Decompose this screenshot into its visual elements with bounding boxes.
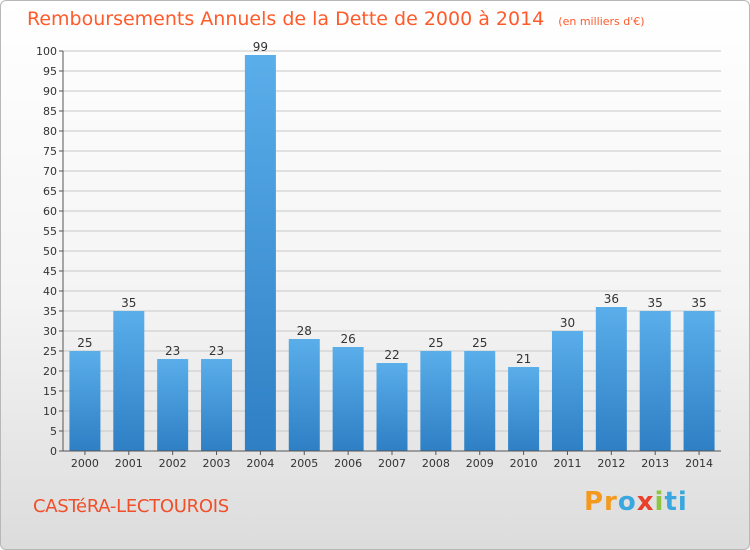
y-tick-label: 20 bbox=[43, 365, 57, 378]
logo-part-5: ti bbox=[664, 487, 688, 517]
bar bbox=[201, 359, 233, 451]
x-tick-label: 2013 bbox=[641, 457, 669, 470]
y-tick-label: 90 bbox=[43, 85, 57, 98]
x-tick-label: 2007 bbox=[378, 457, 406, 470]
x-tick-label: 2009 bbox=[466, 457, 494, 470]
bar bbox=[551, 331, 583, 451]
y-tick-label: 70 bbox=[43, 165, 57, 178]
bar bbox=[464, 351, 496, 451]
y-tick-label: 100 bbox=[36, 45, 57, 58]
value-label: 35 bbox=[121, 296, 136, 310]
bar bbox=[683, 311, 715, 451]
bar bbox=[69, 351, 101, 451]
x-tick-label: 2011 bbox=[553, 457, 581, 470]
y-tick-label: 15 bbox=[43, 385, 57, 398]
value-label: 23 bbox=[209, 344, 224, 358]
y-tick-label: 45 bbox=[43, 265, 57, 278]
y-tick-label: 25 bbox=[43, 345, 57, 358]
value-label: 21 bbox=[516, 352, 531, 366]
axes bbox=[62, 51, 721, 452]
x-tick-label: 2012 bbox=[597, 457, 625, 470]
y-tick-label: 75 bbox=[43, 145, 57, 158]
bar bbox=[639, 311, 671, 451]
y-tick-label: 60 bbox=[43, 205, 57, 218]
value-label: 30 bbox=[560, 316, 575, 330]
x-tick-label: 2008 bbox=[422, 457, 450, 470]
y-tick-label: 85 bbox=[43, 105, 57, 118]
bar bbox=[288, 339, 320, 451]
x-tick-label: 2006 bbox=[334, 457, 362, 470]
chart-title-text: Remboursements Annuels de la Dette de 20… bbox=[27, 8, 545, 30]
x-tick-label: 2000 bbox=[71, 457, 99, 470]
bar bbox=[420, 351, 452, 451]
value-label: 25 bbox=[472, 336, 487, 350]
value-label: 25 bbox=[428, 336, 443, 350]
x-tick-label: 2002 bbox=[159, 457, 187, 470]
y-tick-label: 0 bbox=[50, 445, 57, 458]
x-tick-label: 2003 bbox=[203, 457, 231, 470]
value-label: 26 bbox=[340, 332, 355, 346]
x-tick-label: 2004 bbox=[246, 457, 274, 470]
chart-title: Remboursements Annuels de la Dette de 20… bbox=[27, 8, 645, 30]
x-axis-ticks: 2000 2001 2002 2003 2004 2005 2006 2007 2008 2009… bbox=[71, 451, 713, 470]
value-label: 35 bbox=[648, 296, 663, 310]
y-axis-ticks: 0 5 10 15 20 25 30 35 40 45 50 55 60 65 70 75 80 85 90 95 10… bbox=[36, 45, 63, 458]
y-tick-label: 95 bbox=[43, 65, 57, 78]
value-label: 35 bbox=[691, 296, 706, 310]
bar bbox=[376, 363, 408, 451]
value-labels: 25 35 23 23 99 28 26 22 25 25 21 30 36 35 35 bbox=[77, 40, 706, 366]
logo-part-4: i bbox=[654, 487, 665, 517]
commune-name: CASTéRA-LECTOUROIS bbox=[33, 496, 229, 517]
y-tick-label: 30 bbox=[43, 325, 57, 338]
y-tick-label: 35 bbox=[43, 305, 57, 318]
value-label: 25 bbox=[77, 336, 92, 350]
chart-subtitle: (en milliers d'€) bbox=[558, 15, 645, 28]
x-tick-label: 2014 bbox=[685, 457, 713, 470]
y-tick-label: 50 bbox=[43, 245, 57, 258]
x-tick-label: 2001 bbox=[115, 457, 143, 470]
y-tick-label: 65 bbox=[43, 185, 57, 198]
bar bbox=[508, 367, 540, 451]
bar bbox=[244, 55, 276, 451]
bar bbox=[157, 359, 189, 451]
bar bbox=[332, 347, 364, 451]
logo-part-3: x bbox=[636, 487, 655, 517]
bar bbox=[113, 311, 145, 451]
y-tick-label: 10 bbox=[43, 405, 57, 418]
value-label: 36 bbox=[604, 292, 619, 306]
x-tick-label: 2010 bbox=[510, 457, 538, 470]
bar bbox=[595, 307, 627, 451]
proxiti-logo: Proxiti bbox=[584, 487, 688, 517]
bars bbox=[69, 55, 715, 451]
y-tick-label: 80 bbox=[43, 125, 57, 138]
value-label: 99 bbox=[253, 40, 268, 54]
value-label: 22 bbox=[384, 348, 399, 362]
y-tick-label: 55 bbox=[43, 225, 57, 238]
value-label: 28 bbox=[297, 324, 312, 338]
value-label: 23 bbox=[165, 344, 180, 358]
y-tick-label: 5 bbox=[50, 425, 57, 438]
x-tick-label: 2005 bbox=[290, 457, 318, 470]
logo-part-1: Pr bbox=[584, 487, 618, 517]
y-tick-label: 40 bbox=[43, 285, 57, 298]
logo-part-2: o bbox=[617, 487, 637, 517]
